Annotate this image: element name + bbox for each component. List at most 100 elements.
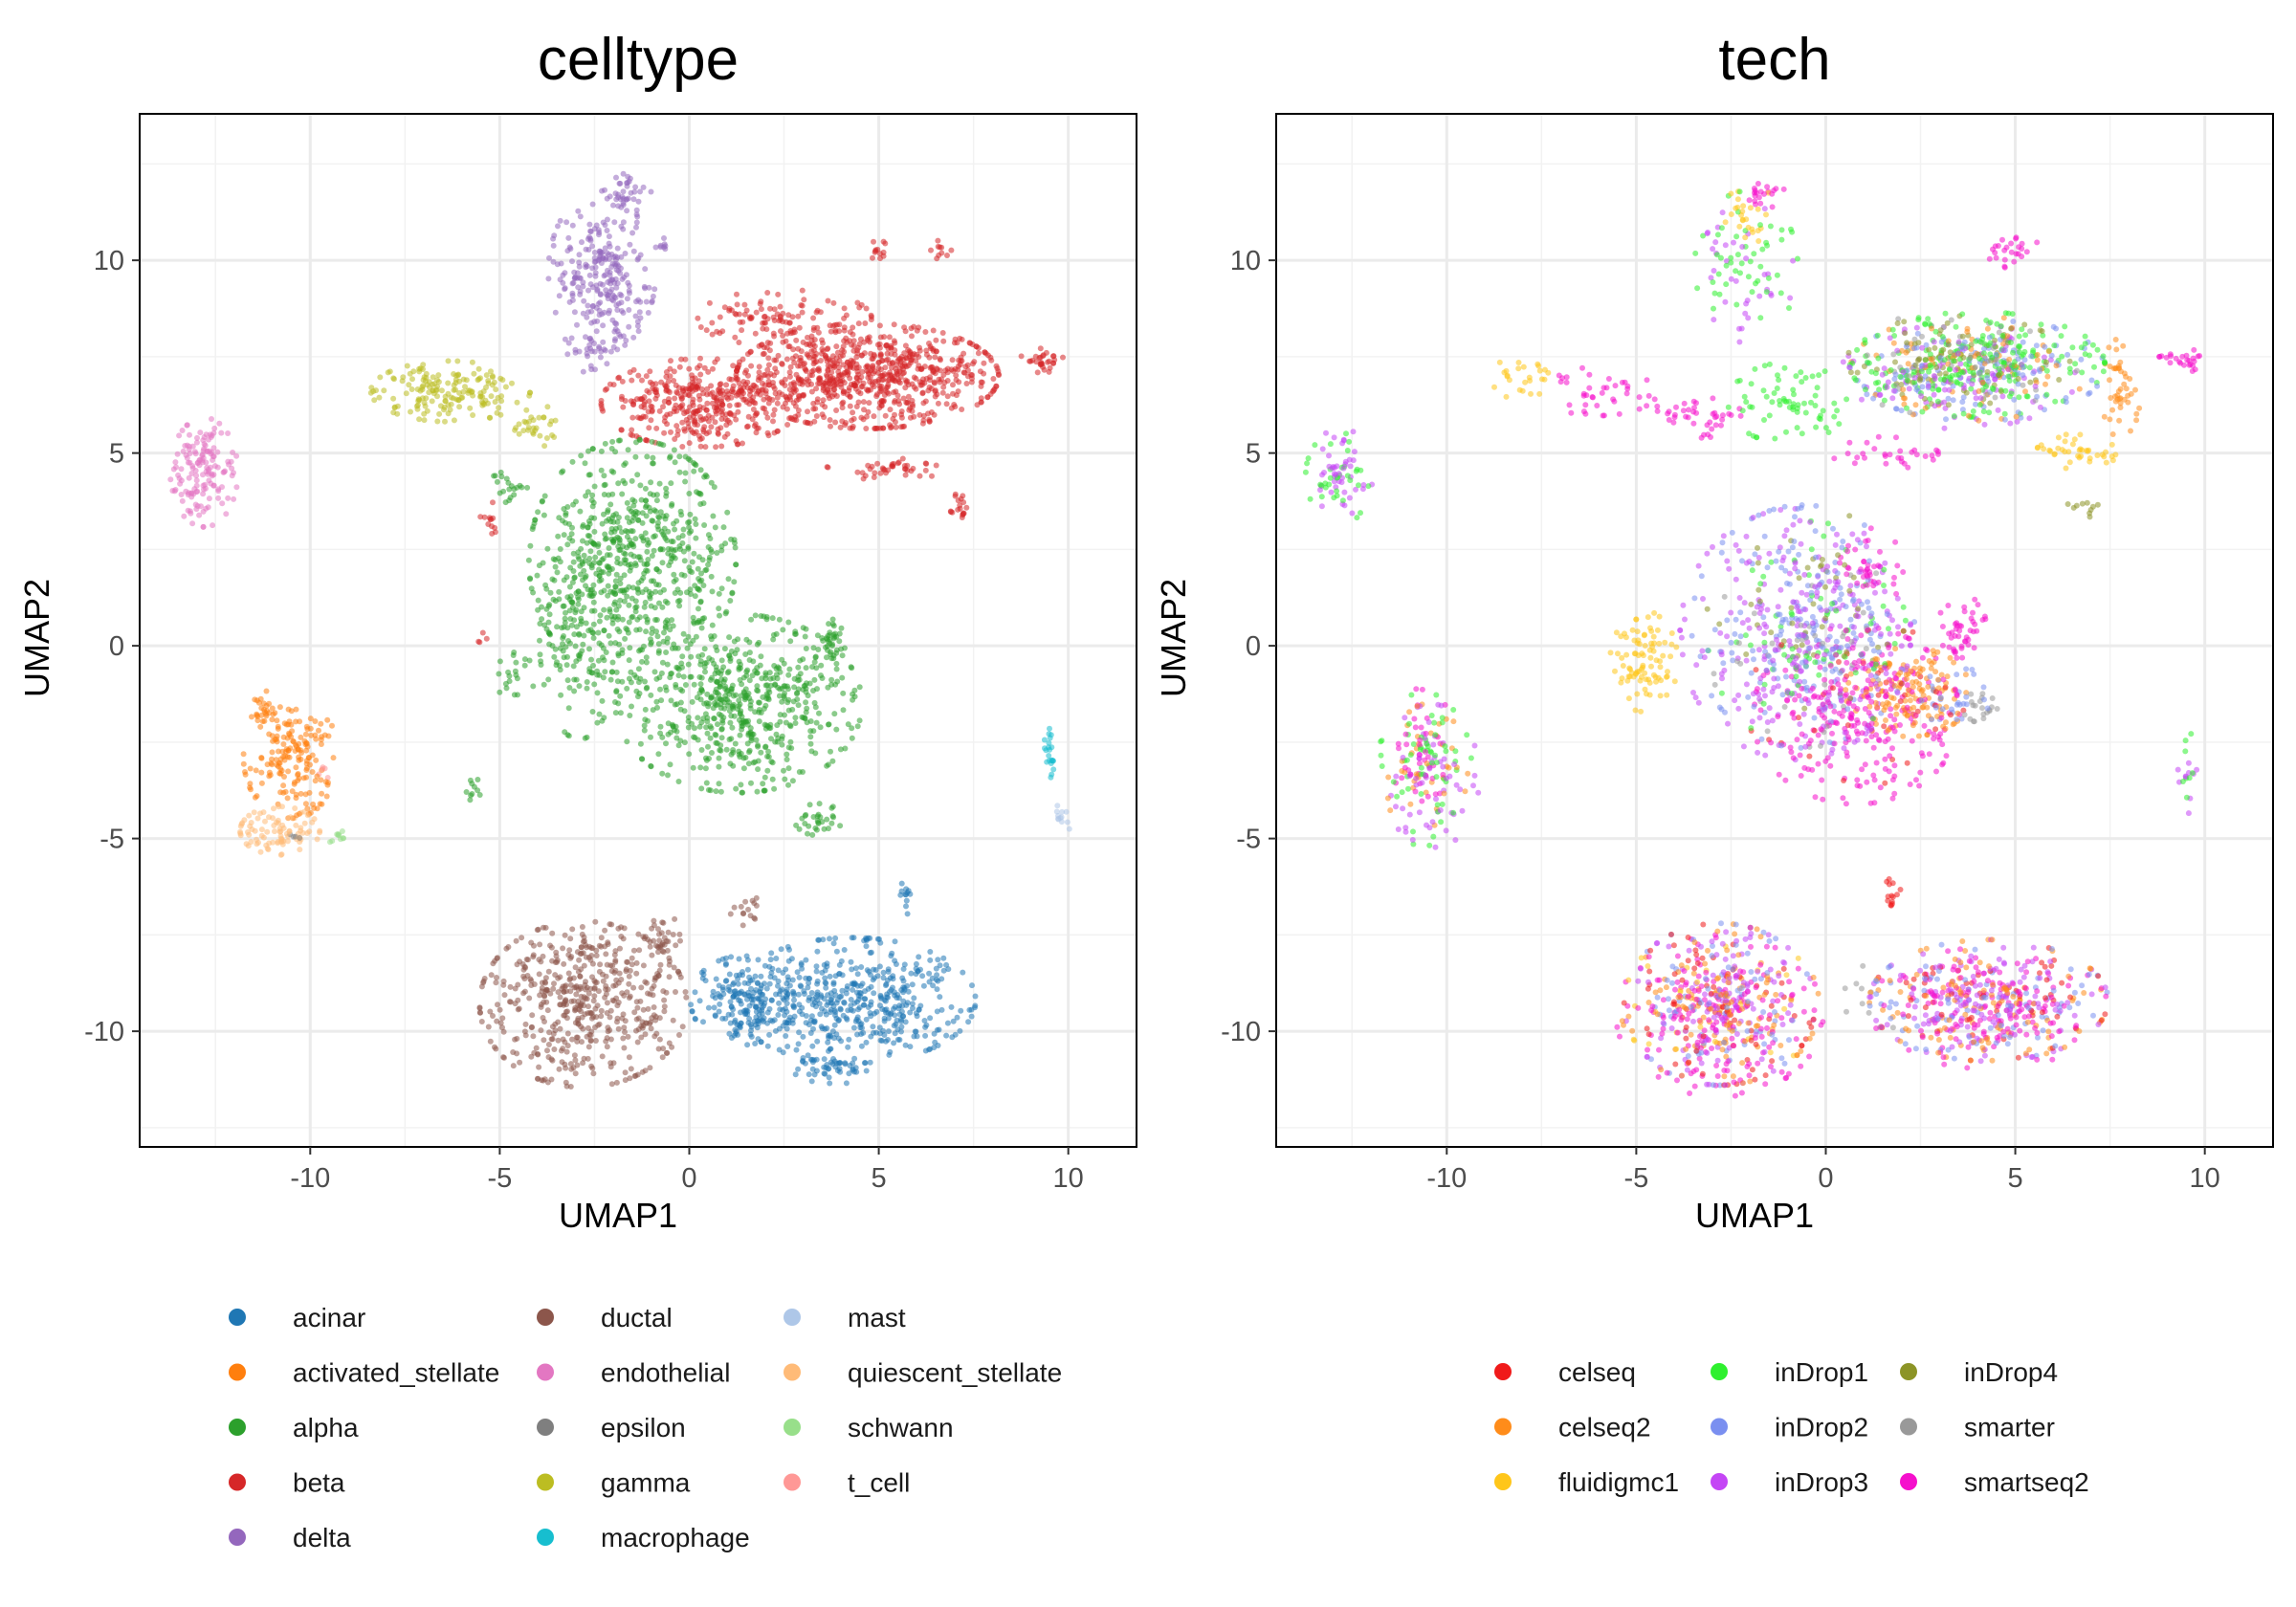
point-beta — [916, 411, 923, 418]
point-ductal — [642, 1031, 649, 1038]
point-delta — [550, 242, 557, 249]
point-ductal — [578, 1024, 585, 1030]
point-beta — [784, 406, 790, 412]
point-beta — [1037, 361, 1044, 367]
point-ductal — [598, 1007, 605, 1014]
point-beta — [778, 328, 784, 335]
point-acinar — [934, 986, 940, 993]
point-quiescent_stellate — [260, 809, 267, 816]
point-acinar — [813, 963, 820, 970]
point-alpha — [613, 606, 620, 613]
point-endothelial — [176, 475, 183, 482]
point-alpha — [556, 596, 563, 603]
point-alpha — [564, 653, 570, 660]
point-alpha — [551, 577, 558, 583]
point-beta — [877, 351, 884, 358]
point-ductal — [520, 973, 527, 980]
point-alpha — [836, 638, 843, 645]
point-beta — [726, 305, 733, 312]
point-activated_stellate — [285, 747, 292, 754]
point-gamma — [391, 404, 398, 410]
point-acinar — [808, 990, 815, 996]
point-acinar — [926, 970, 933, 977]
point-ductal — [563, 1048, 570, 1055]
point-beta — [477, 514, 484, 520]
point-alpha — [649, 630, 655, 636]
point-alpha — [601, 492, 607, 497]
point-acinar — [898, 987, 905, 993]
point-alpha — [794, 696, 801, 703]
point-delta — [632, 184, 639, 190]
point-alpha — [856, 717, 863, 724]
point-alpha — [580, 523, 586, 530]
point-beta — [928, 247, 934, 253]
point-alpha — [749, 672, 756, 679]
point-epsilon — [297, 835, 303, 841]
point-quiescent_stellate — [249, 826, 255, 832]
point-beta — [764, 340, 771, 346]
point-beta — [888, 425, 894, 431]
point-acinar — [903, 903, 909, 910]
point-alpha — [764, 767, 771, 774]
point-beta — [913, 385, 919, 392]
point-ductal — [540, 1015, 546, 1021]
point-alpha — [657, 686, 663, 693]
point-alpha — [529, 526, 536, 533]
point-beta — [784, 356, 790, 363]
point-mast — [1066, 826, 1072, 832]
point-beta — [780, 310, 786, 317]
point-delta — [612, 319, 618, 326]
point-endothelial — [206, 477, 212, 484]
point-gamma — [442, 398, 449, 405]
point-ductal — [585, 990, 592, 997]
point-beta — [1047, 364, 1053, 371]
point-beta — [825, 387, 831, 394]
point-beta — [795, 377, 802, 384]
point-gamma — [458, 395, 465, 401]
point-quiescent_stellate — [276, 828, 283, 835]
point-acinar — [809, 1059, 816, 1066]
point-beta — [749, 386, 756, 393]
point-acinar — [767, 957, 774, 963]
point-acinar — [937, 962, 943, 969]
point-alpha — [779, 741, 785, 748]
point-acinar — [938, 976, 945, 982]
point-ductal — [753, 894, 760, 901]
point-acinar — [898, 1018, 904, 1024]
point-acinar — [773, 956, 780, 961]
point-gamma — [471, 370, 477, 377]
point-delta — [631, 188, 638, 195]
point-beta — [872, 470, 878, 476]
point-beta — [682, 356, 689, 363]
point-delta — [643, 298, 650, 305]
point-alpha — [795, 702, 802, 709]
point-beta — [638, 415, 645, 422]
point-gamma — [368, 385, 375, 391]
point-alpha — [665, 772, 671, 779]
point-alpha — [819, 635, 826, 641]
point-acinar — [795, 1041, 802, 1047]
point-quiescent_stellate — [306, 828, 313, 835]
point-alpha — [695, 715, 701, 721]
point-alpha — [807, 728, 814, 735]
point-ductal — [602, 943, 608, 950]
point-acinar — [736, 990, 742, 997]
point-ductal — [564, 1030, 571, 1037]
point-gamma — [421, 417, 428, 424]
point-delta — [595, 227, 602, 233]
point-beta — [810, 361, 817, 367]
point-alpha — [613, 688, 620, 694]
point-ductal — [597, 961, 604, 968]
point-activated_stellate — [266, 700, 273, 707]
point-ductal — [500, 978, 507, 984]
point-alpha — [714, 648, 720, 653]
point-ductal — [607, 1027, 613, 1033]
point-alpha — [821, 826, 828, 832]
point-alpha — [508, 483, 515, 490]
point-beta — [697, 324, 704, 330]
point-alpha — [602, 669, 608, 675]
point-beta — [706, 299, 713, 306]
point-alpha — [718, 543, 725, 550]
point-acinar — [822, 1070, 828, 1077]
point-acinar — [950, 1018, 957, 1024]
